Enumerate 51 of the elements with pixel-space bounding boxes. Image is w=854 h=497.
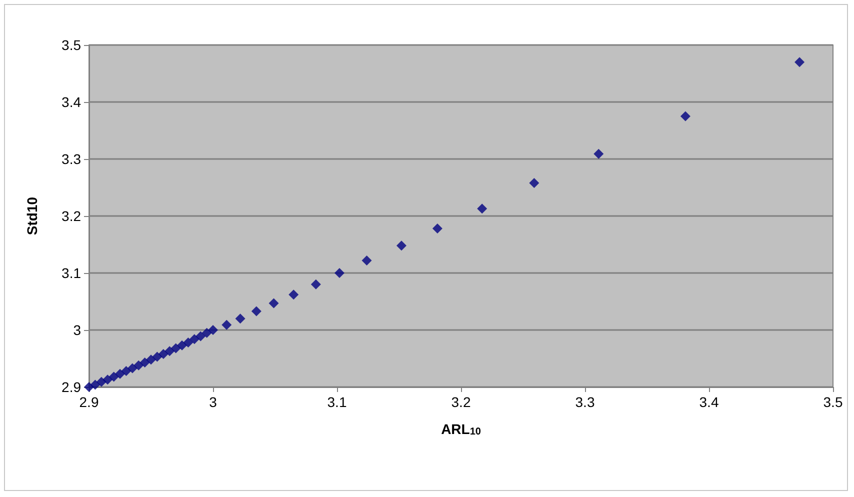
point xyxy=(794,57,805,68)
y-tick-label: 3.2 xyxy=(62,208,82,224)
y-axis-title: Std10 xyxy=(24,196,40,236)
point xyxy=(208,325,218,335)
point xyxy=(288,290,299,300)
point xyxy=(310,279,321,290)
x-tick-label: 3.2 xyxy=(451,394,471,410)
point xyxy=(158,348,168,359)
point xyxy=(362,255,372,266)
point xyxy=(680,111,690,122)
point xyxy=(96,376,106,387)
point xyxy=(183,338,194,348)
point xyxy=(121,366,132,376)
point xyxy=(202,328,212,338)
point xyxy=(146,354,156,365)
point xyxy=(189,334,200,344)
x-tick-label: 3.1 xyxy=(327,394,347,410)
x-axis-title: ARL10 xyxy=(441,421,482,438)
point xyxy=(396,240,406,251)
point xyxy=(140,357,150,368)
y-tick-label: 3 xyxy=(73,322,82,338)
point xyxy=(529,178,540,188)
point xyxy=(334,268,344,278)
point xyxy=(196,331,206,342)
x-tick-label: 3.3 xyxy=(575,394,595,410)
x-tick-label: 3.5 xyxy=(823,394,843,410)
y-tick-label: 3.5 xyxy=(62,37,82,53)
y-tick-label: 2.9 xyxy=(62,379,82,395)
point xyxy=(251,306,262,316)
point xyxy=(134,360,144,370)
point xyxy=(127,363,138,374)
y-tick-label: 3.4 xyxy=(62,94,82,110)
x-tick-label: 3.4 xyxy=(699,394,719,410)
y-tick-label: 3.1 xyxy=(62,265,82,281)
point xyxy=(432,224,442,234)
point xyxy=(170,343,181,354)
x-tick-label: 3 xyxy=(209,394,218,410)
x-tick-label: 2.9 xyxy=(79,394,99,410)
point xyxy=(102,374,113,385)
point xyxy=(222,320,232,330)
point xyxy=(477,204,488,214)
point xyxy=(177,340,187,350)
y-tick-label: 3.3 xyxy=(62,151,82,167)
point xyxy=(108,372,119,382)
point xyxy=(235,314,246,324)
point xyxy=(164,346,175,356)
point xyxy=(152,352,162,362)
point xyxy=(115,368,125,379)
point xyxy=(268,298,279,308)
point xyxy=(594,148,604,159)
point xyxy=(90,380,100,390)
